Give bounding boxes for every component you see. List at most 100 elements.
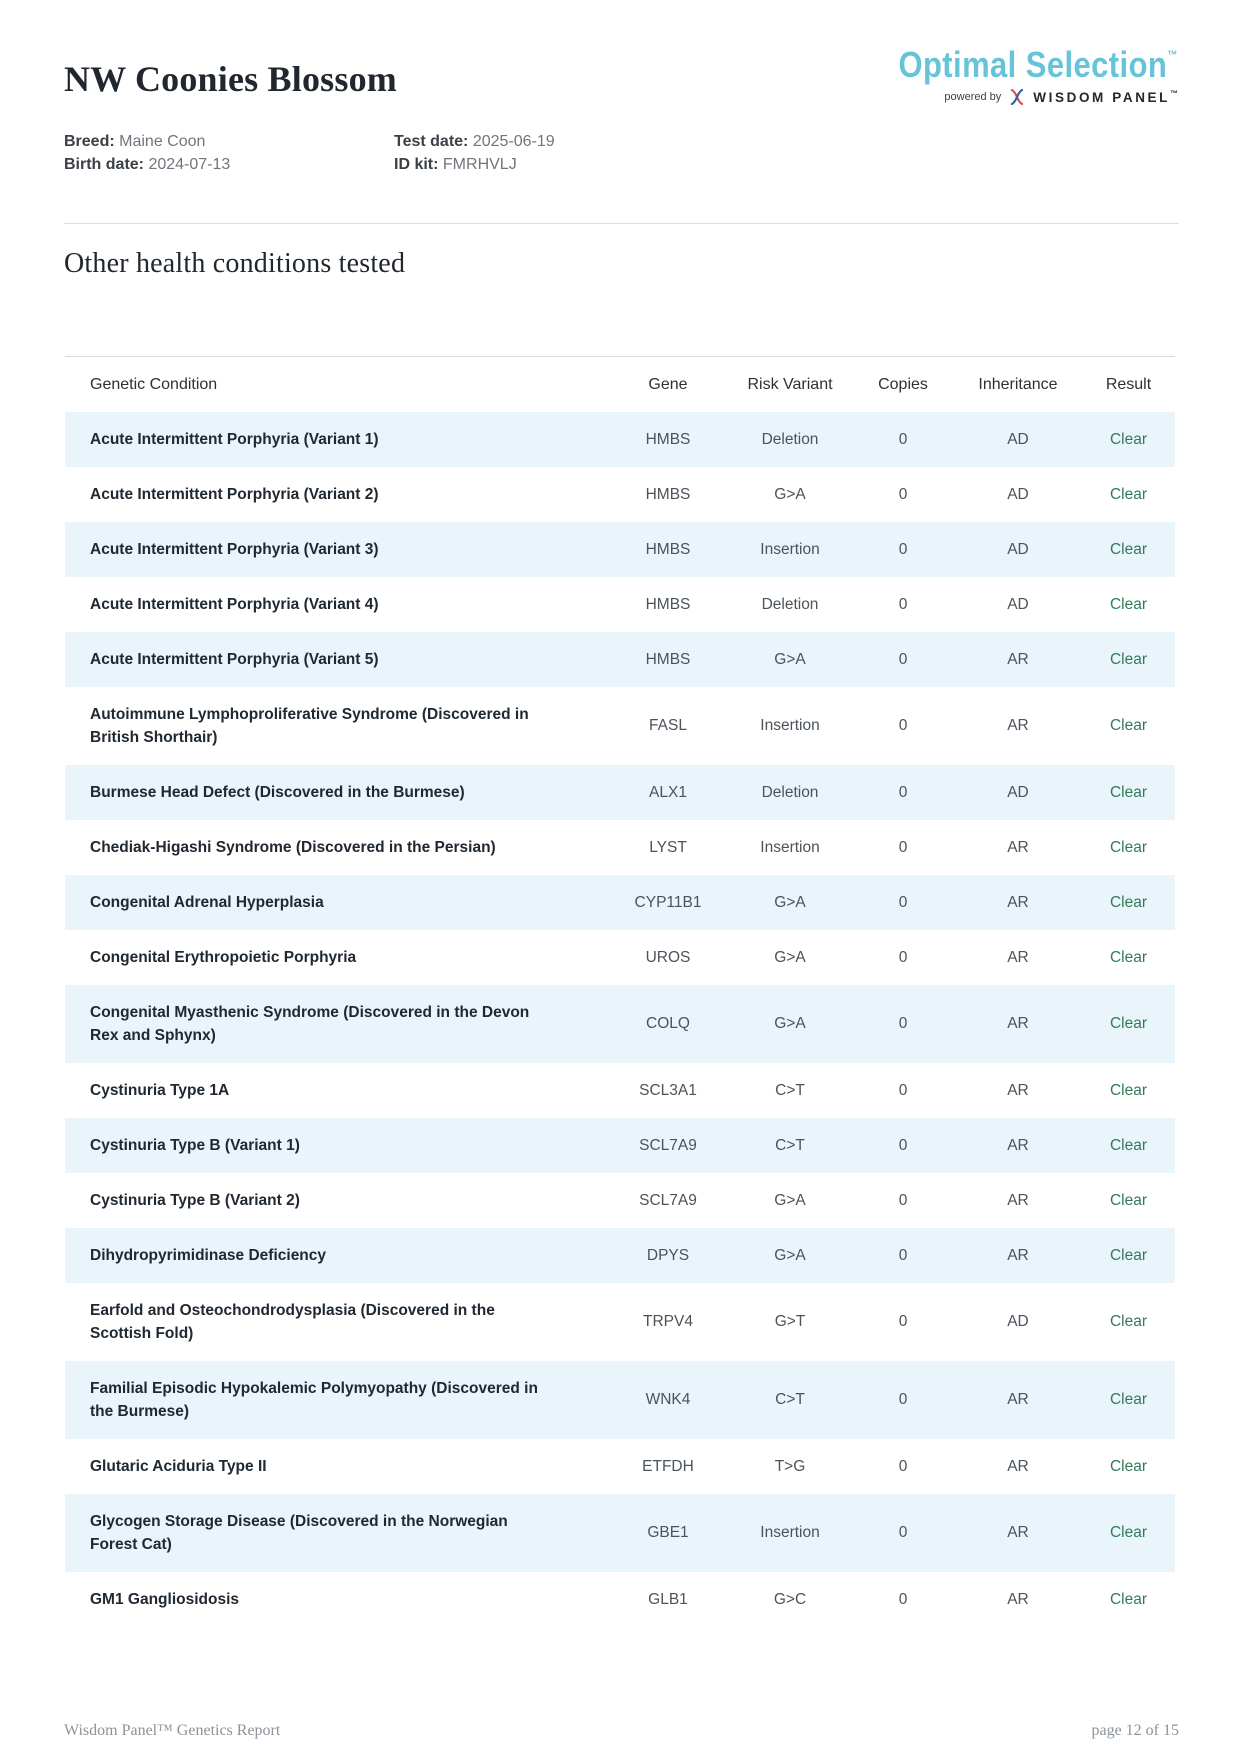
risk-variant-cell: Deletion (761, 430, 819, 448)
page-footer: Wisdom Panel™ Genetics Report page 12 of… (64, 1722, 1179, 1740)
gene-cell: ALX1 (649, 783, 687, 801)
risk-variant-cell: G>A (774, 650, 806, 668)
condition-cell: Glycogen Storage Disease (Discovered in … (90, 1513, 508, 1553)
copies-cell: 0 (898, 948, 908, 966)
risk-variant-cell: G>T (774, 1313, 806, 1330)
column-header-inheritance: Inheritance (978, 375, 1058, 393)
condition-cell: Dihydropyrimidinase Deficiency (90, 1247, 327, 1264)
gene-cell: HMBS (645, 650, 691, 668)
gene-cell: FASL (649, 717, 687, 734)
copies-cell: 0 (898, 893, 908, 911)
column-header-gene: Gene (648, 375, 688, 393)
result-cell: Clear (1109, 1457, 1148, 1475)
footer-page-number: page 12 of 15 (1091, 1722, 1179, 1739)
column-header-copies: Copies (878, 375, 928, 393)
risk-variant-cell: T>G (774, 1457, 806, 1475)
pet-info-right-column: Test date: 2025-06-19 ID kit: FMRHVLJ (394, 130, 555, 176)
copies-cell: 0 (898, 1524, 908, 1541)
gene-cell: HMBS (645, 540, 691, 558)
gene-cell: SCL7A9 (639, 1191, 697, 1209)
gene-cell: HMBS (645, 430, 691, 448)
result-cell: Clear (1109, 783, 1148, 801)
gene-cell: SCL3A1 (639, 1081, 697, 1099)
result-cell: Clear (1109, 485, 1148, 503)
risk-variant-cell: C>T (775, 1136, 805, 1154)
copies-cell: 0 (898, 1590, 908, 1608)
risk-variant-cell: Insertion (760, 838, 820, 856)
table-row: Dihydropyrimidinase Deficiency DPYS G>A … (65, 1228, 1175, 1283)
result-cell: Clear (1109, 540, 1148, 558)
copies-cell: 0 (898, 650, 908, 668)
table-row: GM1 Gangliosidosis GLB1 G>C 0 AR Clear (65, 1572, 1175, 1627)
copies-cell: 0 (898, 485, 908, 503)
result-cell: Clear (1109, 717, 1148, 734)
risk-variant-cell: G>A (774, 1015, 806, 1032)
inheritance-cell: AD (1007, 783, 1029, 801)
gene-cell: HMBS (645, 595, 691, 613)
trademark-symbol: ™ (1170, 89, 1178, 98)
inheritance-cell: AR (1007, 1136, 1029, 1154)
pet-info: Breed: Maine Coon Birth date: 2024-07-13… (64, 130, 555, 176)
masthead: NW Coonies Blossom Optimal Selection™ po… (64, 44, 1178, 105)
result-cell: Clear (1109, 948, 1148, 966)
table-row: Cystinuria Type B (Variant 2) SCL7A9 G>A… (65, 1173, 1175, 1228)
risk-variant-cell: G>A (774, 1246, 806, 1264)
table-row: Earfold and Osteochondrodysplasia (Disco… (65, 1283, 1175, 1361)
inheritance-cell: AR (1007, 1081, 1029, 1099)
condition-cell: Glutaric Aciduria Type II (90, 1458, 267, 1475)
result-cell: Clear (1109, 595, 1148, 613)
table-row: Cystinuria Type B (Variant 1) SCL7A9 C>T… (65, 1118, 1175, 1173)
table-row: Acute Intermittent Porphyria (Variant 5)… (65, 632, 1175, 687)
section-divider (64, 223, 1179, 224)
copies-cell: 0 (898, 1246, 908, 1264)
table-row: Congenital Adrenal Hyperplasia CYP11B1 G… (65, 875, 1175, 930)
breed-line: Breed: Maine Coon (64, 130, 394, 153)
copies-cell: 0 (898, 1457, 908, 1475)
copies-cell: 0 (898, 1081, 908, 1099)
inheritance-cell: AR (1007, 1015, 1029, 1032)
wisdom-panel-dna-icon (1009, 89, 1025, 105)
table-row: Glutaric Aciduria Type II ETFDH T>G 0 AR… (65, 1439, 1175, 1494)
table-row: Acute Intermittent Porphyria (Variant 1)… (65, 412, 1175, 467)
inheritance-cell: AD (1007, 540, 1029, 558)
table-row: Burmese Head Defect (Discovered in the B… (65, 765, 1175, 820)
inheritance-cell: AR (1007, 893, 1029, 911)
result-cell: Clear (1109, 893, 1148, 911)
id-kit-line: ID kit: FMRHVLJ (394, 153, 555, 176)
id-kit-value: FMRHVLJ (442, 156, 517, 173)
partner-wordmark: WISDOM PANEL™ (1033, 89, 1178, 105)
birth-date-line: Birth date: 2024-07-13 (64, 153, 394, 176)
inheritance-cell: AR (1007, 948, 1029, 966)
result-cell: Clear (1109, 1136, 1148, 1154)
copies-cell: 0 (898, 595, 908, 613)
gene-cell: COLQ (646, 1015, 690, 1032)
footer-report-name: Wisdom Panel™ Genetics Report (64, 1722, 281, 1739)
condition-cell: Congenital Adrenal Hyperplasia (90, 894, 324, 911)
risk-variant-cell: G>A (774, 948, 806, 966)
gene-cell: SCL7A9 (639, 1136, 697, 1154)
inheritance-cell: AR (1007, 1457, 1029, 1475)
gene-cell: UROS (645, 948, 691, 966)
result-cell: Clear (1109, 430, 1148, 448)
table-row: Congenital Erythropoietic Porphyria UROS… (65, 930, 1175, 985)
copies-cell: 0 (898, 783, 908, 801)
breed-label: Breed: (64, 133, 115, 150)
condition-cell: Acute Intermittent Porphyria (Variant 5) (90, 651, 379, 668)
condition-cell: Acute Intermittent Porphyria (Variant 3) (90, 541, 379, 558)
gene-cell: CYP11B1 (634, 893, 702, 911)
gene-cell: HMBS (645, 485, 691, 503)
copies-cell: 0 (898, 1015, 908, 1032)
result-cell: Clear (1109, 1246, 1148, 1264)
copies-cell: 0 (898, 1391, 908, 1408)
condition-cell: Burmese Head Defect (Discovered in the B… (90, 784, 465, 801)
brand-logo: Optimal Selection™ powered by WISDOM PAN… (853, 44, 1178, 105)
result-cell: Clear (1109, 1191, 1148, 1209)
result-cell: Clear (1109, 1590, 1148, 1608)
page-title: NW Coonies Blossom (64, 59, 397, 99)
result-cell: Clear (1109, 1524, 1148, 1541)
gene-cell: TRPV4 (643, 1313, 693, 1330)
copies-cell: 0 (898, 1191, 908, 1209)
result-cell: Clear (1109, 1391, 1148, 1408)
health-conditions-table: Genetic Condition Gene Risk Variant Copi… (65, 356, 1175, 1627)
breed-value: Maine Coon (119, 133, 206, 150)
